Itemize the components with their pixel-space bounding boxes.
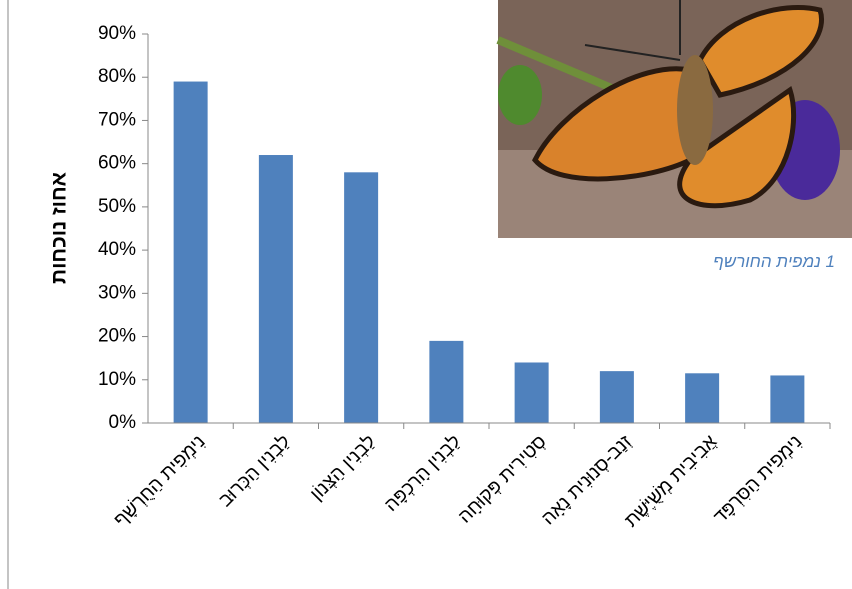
x-tick-label: נִימְפִית הַחֻרְשָׁף (110, 431, 210, 531)
bar (259, 155, 293, 423)
y-tick-label: 50% (98, 196, 136, 217)
y-tick-label: 80% (98, 66, 136, 87)
y-tick-label: 0% (109, 412, 137, 433)
y-tick-label: 20% (98, 326, 136, 347)
bar (344, 172, 378, 423)
x-tick-label: לַבְנִין הָרִכְפָּה (381, 431, 466, 516)
y-tick-label: 10% (98, 369, 136, 390)
butterfly-photo (498, 0, 852, 238)
bar (685, 373, 719, 423)
x-tick-label: נִימְפִית הַסִּרְפָּד (710, 431, 807, 528)
x-tick-label: אֲבִיבִית מְשֻׁיֶּשֶׁת (621, 431, 721, 531)
bar (770, 375, 804, 423)
page: אחוז נוכחות 0% 10% 20% 30% 40% 50% 60% 70% 80% 90… (0, 0, 852, 589)
bar (515, 362, 549, 423)
y-axis-label: אחוז נוכחות (48, 172, 71, 284)
chart: אחוז נוכחות 0% 10% 20% 30% 40% 50% 60% 70% 80% 90… (0, 0, 852, 589)
bar (429, 341, 463, 423)
y-tick-label: 90% (98, 23, 136, 44)
y-tick-label: 60% (98, 153, 136, 174)
x-tick-label: זְנַב-סְנוּנִית נָאָה (538, 431, 636, 529)
x-tick-label: לַבְנִין הַכְּרוּב (215, 431, 295, 511)
x-tick-label: סְטִירִית פְּקוּחָה (454, 431, 550, 527)
y-tick-label: 40% (98, 239, 136, 260)
bar (600, 371, 634, 423)
y-tick-label: 70% (98, 109, 136, 130)
bar (174, 82, 208, 423)
x-tick-label: לַבְנִין הַצְּנוֹן (306, 431, 380, 505)
y-tick-label: 30% (98, 282, 136, 303)
image-caption: 1 נמפית החורשף (713, 252, 835, 272)
